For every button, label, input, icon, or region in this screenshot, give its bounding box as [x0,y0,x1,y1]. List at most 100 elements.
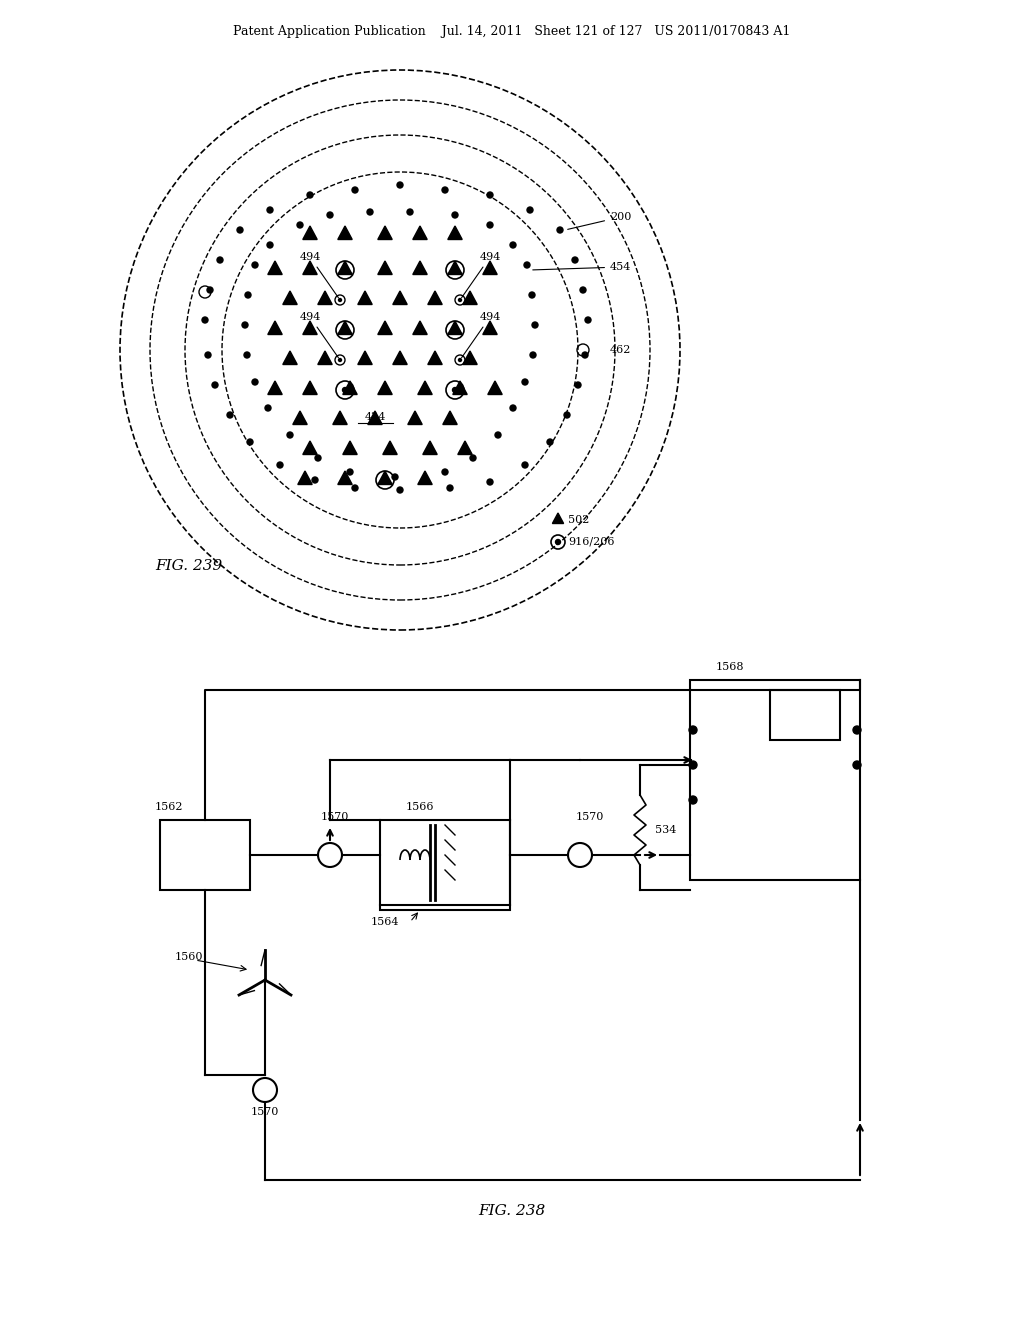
Circle shape [367,209,373,215]
Polygon shape [268,261,283,275]
Polygon shape [418,381,432,395]
Circle shape [510,405,516,411]
Circle shape [510,242,516,248]
Polygon shape [338,471,352,484]
Circle shape [487,479,493,484]
Circle shape [689,762,697,770]
Text: 1570: 1570 [575,812,604,822]
Circle shape [853,726,861,734]
Circle shape [315,455,321,461]
Polygon shape [283,351,297,364]
Polygon shape [378,321,392,334]
Circle shape [297,222,303,228]
Circle shape [572,257,578,263]
Circle shape [245,292,251,298]
Circle shape [487,222,493,228]
Circle shape [689,726,697,734]
Circle shape [327,213,333,218]
Polygon shape [378,261,392,275]
Circle shape [212,381,218,388]
Polygon shape [368,411,382,425]
Circle shape [459,359,462,362]
Circle shape [244,352,250,358]
Polygon shape [378,226,392,239]
Polygon shape [333,411,347,425]
Circle shape [392,474,398,480]
Polygon shape [268,321,283,334]
Circle shape [207,286,213,293]
Polygon shape [447,226,462,239]
Circle shape [267,207,273,213]
Text: 502: 502 [568,515,590,525]
Circle shape [442,187,449,193]
Circle shape [689,796,697,804]
Text: 1570: 1570 [321,812,349,822]
Circle shape [407,209,413,215]
Text: 1560: 1560 [175,952,204,962]
Text: 462: 462 [610,345,632,355]
Text: 494: 494 [462,312,501,358]
Polygon shape [303,441,317,454]
Circle shape [452,213,458,218]
Circle shape [339,359,341,362]
Polygon shape [378,381,392,395]
Circle shape [278,462,283,469]
Polygon shape [393,290,408,305]
Polygon shape [303,226,317,239]
Circle shape [307,191,313,198]
Text: 1570: 1570 [251,1107,280,1117]
Polygon shape [317,290,332,305]
Polygon shape [458,441,472,454]
Circle shape [447,484,453,491]
Circle shape [580,286,586,293]
Circle shape [352,187,358,193]
Circle shape [527,207,534,213]
Circle shape [557,227,563,234]
Text: 200: 200 [567,213,632,230]
Text: 916/206: 916/206 [568,537,614,546]
Circle shape [347,469,353,475]
Polygon shape [303,261,317,275]
Circle shape [397,182,403,187]
Circle shape [853,762,861,770]
Polygon shape [428,290,442,305]
Polygon shape [428,351,442,364]
Polygon shape [338,261,352,275]
Polygon shape [268,381,283,395]
Polygon shape [408,411,422,425]
Circle shape [237,227,243,234]
Circle shape [312,477,318,483]
Circle shape [342,388,347,392]
Circle shape [202,317,208,323]
Polygon shape [552,513,563,524]
Circle shape [564,412,570,418]
Text: 1568: 1568 [716,663,744,672]
Circle shape [267,242,273,248]
Circle shape [247,440,253,445]
Polygon shape [338,226,352,239]
Circle shape [342,268,347,272]
Text: 494: 494 [299,312,338,358]
Bar [690,680,860,880]
Text: 1566: 1566 [406,803,434,812]
Polygon shape [317,351,332,364]
Circle shape [470,455,476,461]
Text: 494: 494 [462,252,501,298]
Text: FIG. 239: FIG. 239 [155,558,222,573]
Polygon shape [418,471,432,484]
Polygon shape [283,290,297,305]
Circle shape [397,487,403,492]
Circle shape [352,484,358,491]
Polygon shape [383,441,397,454]
Circle shape [242,322,248,327]
Bar [380,820,510,909]
Circle shape [453,268,458,272]
Polygon shape [482,321,498,334]
Polygon shape [482,261,498,275]
Circle shape [555,540,560,544]
Polygon shape [447,261,462,275]
Text: Patent Application Publication    Jul. 14, 2011   Sheet 121 of 127   US 2011/017: Patent Application Publication Jul. 14, … [233,25,791,38]
Polygon shape [343,441,357,454]
Circle shape [495,432,501,438]
Polygon shape [343,381,357,395]
